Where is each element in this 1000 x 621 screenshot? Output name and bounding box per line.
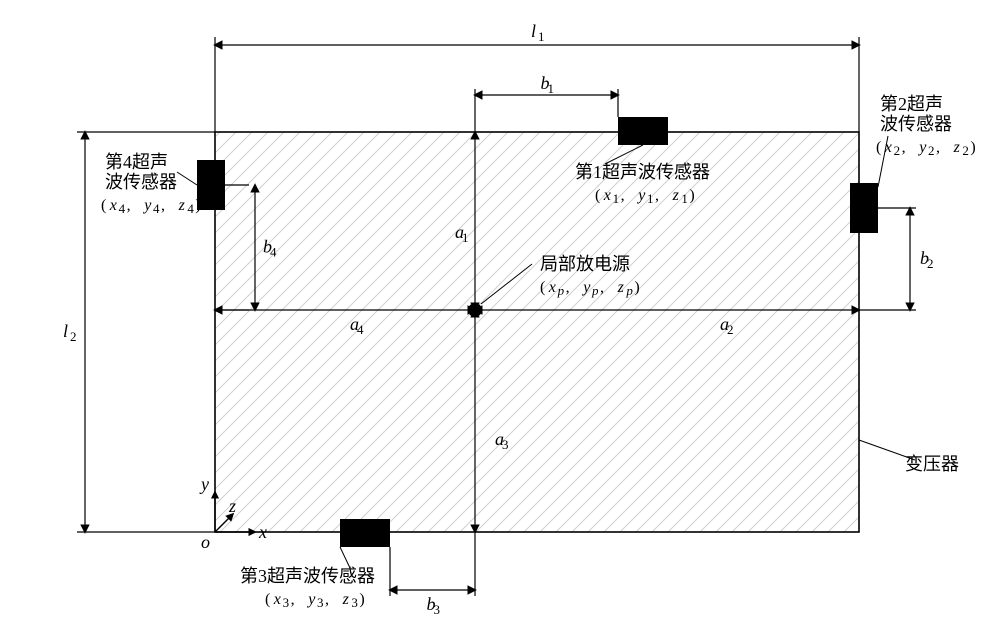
sensor3-title: 第3超声波传感器 <box>240 566 375 586</box>
svg-text:4: 4 <box>270 245 277 260</box>
sensor4-coords: (x4, y4, z4) <box>101 197 201 216</box>
leader-s4 <box>177 172 197 185</box>
label-l2: l2 <box>63 321 77 344</box>
svg-text:z: z <box>672 187 680 204</box>
svg-text:4: 4 <box>119 201 126 216</box>
sensor3-coords: (x3, y3, z3) <box>265 591 365 610</box>
svg-text:2: 2 <box>927 256 934 271</box>
svg-text:1: 1 <box>538 29 545 44</box>
svg-text:,: , <box>127 197 131 214</box>
svg-text:,: , <box>621 187 625 204</box>
sensor2-title-2: 波传感器 <box>880 114 952 134</box>
svg-text:3: 3 <box>502 437 509 452</box>
label-b3: b3 <box>427 594 441 617</box>
transformer-rect <box>215 132 859 532</box>
svg-text:): ) <box>195 197 200 214</box>
sensor4-title-1: 第4超声 <box>105 152 168 172</box>
transformer-label: 变压器 <box>905 454 959 474</box>
svg-text:1: 1 <box>613 191 620 206</box>
sensor2-coords: (x2, y2, z2) <box>876 139 976 158</box>
svg-text:y: y <box>142 197 152 214</box>
origin-o-label: o <box>201 532 210 552</box>
svg-text:4: 4 <box>153 201 160 216</box>
svg-text:1: 1 <box>548 81 555 96</box>
svg-text:3: 3 <box>317 595 324 610</box>
svg-text:2: 2 <box>962 143 969 158</box>
diagram-svg: a1a2a3a4l1l2b1b2b3b4yxzo局部放电源(xp, yp, zp… <box>0 0 1000 621</box>
label-b1: b1 <box>541 73 555 96</box>
svg-text:x: x <box>273 591 281 608</box>
axis-x-label: x <box>258 522 267 542</box>
svg-text:p: p <box>557 283 565 298</box>
svg-text:1: 1 <box>681 191 688 206</box>
svg-text:,: , <box>655 187 659 204</box>
svg-text:(: ( <box>265 591 270 608</box>
svg-text:(: ( <box>101 197 106 214</box>
svg-text:y: y <box>636 187 646 204</box>
sensor2-title-1: 第2超声 <box>880 94 943 114</box>
svg-text:p: p <box>591 283 599 298</box>
svg-text:,: , <box>325 591 329 608</box>
svg-text:,: , <box>161 197 165 214</box>
svg-text:3: 3 <box>283 595 290 610</box>
svg-text:(: ( <box>540 279 545 296</box>
svg-text:): ) <box>359 591 364 608</box>
svg-text:z: z <box>178 197 186 214</box>
diagram-canvas: a1a2a3a4l1l2b1b2b3b4yxzo局部放电源(xp, yp, zp… <box>0 0 1000 621</box>
svg-text:,: , <box>902 139 906 156</box>
label-l1: l1 <box>531 21 545 44</box>
svg-text:4: 4 <box>357 322 364 337</box>
svg-text:z: z <box>342 591 350 608</box>
axis-z-label: z <box>228 496 236 516</box>
svg-text:z: z <box>617 279 625 296</box>
svg-text:2: 2 <box>727 322 734 337</box>
sensor4-title-2: 波传感器 <box>105 172 177 192</box>
svg-text:,: , <box>291 591 295 608</box>
svg-text:y: y <box>306 591 316 608</box>
svg-text:l: l <box>63 321 68 341</box>
svg-text:(: ( <box>595 187 600 204</box>
svg-text:2: 2 <box>70 329 77 344</box>
svg-text:x: x <box>109 197 117 214</box>
svg-text:x: x <box>603 187 611 204</box>
svg-text:2: 2 <box>894 143 901 158</box>
leader-s3 <box>340 547 350 568</box>
svg-text:1: 1 <box>647 191 654 206</box>
svg-text:(: ( <box>876 139 881 156</box>
svg-text:x: x <box>548 279 556 296</box>
axis-y-label: y <box>199 474 209 494</box>
svg-text:x: x <box>884 139 892 156</box>
svg-text:3: 3 <box>351 595 358 610</box>
svg-text:): ) <box>970 139 975 156</box>
svg-text:,: , <box>566 279 570 296</box>
sensor-s3 <box>340 519 390 547</box>
svg-text:p: p <box>625 283 633 298</box>
svg-text:z: z <box>953 139 961 156</box>
svg-text:4: 4 <box>187 201 194 216</box>
svg-text:y: y <box>581 279 591 296</box>
label-b2: b2 <box>920 248 934 271</box>
pd-source-title: 局部放电源 <box>540 254 630 274</box>
svg-text:3: 3 <box>434 602 441 617</box>
svg-text:): ) <box>634 279 639 296</box>
svg-text:y: y <box>917 139 927 156</box>
svg-text:2: 2 <box>928 143 935 158</box>
sensor-s1 <box>618 117 668 145</box>
sensor1-title: 第1超声波传感器 <box>575 162 710 182</box>
svg-text:1: 1 <box>462 230 469 245</box>
svg-text:): ) <box>689 187 694 204</box>
svg-text:,: , <box>936 139 940 156</box>
svg-text:,: , <box>600 279 604 296</box>
svg-text:l: l <box>531 21 536 41</box>
